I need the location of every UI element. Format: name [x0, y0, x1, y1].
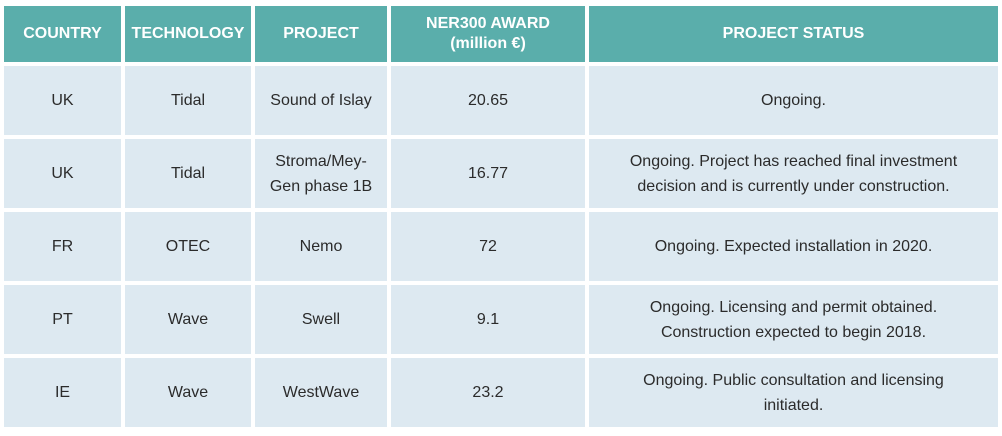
cell-project: WestWave [255, 358, 387, 427]
table-row: UK Tidal Sound of Islay 20.65 Ongoing. [4, 66, 998, 135]
cell-technology: Wave [125, 358, 251, 427]
cell-status-line1: Ongoing. [761, 92, 826, 109]
cell-country: FR [4, 212, 121, 281]
cell-project-line1: Nemo [299, 238, 343, 255]
cell-award: 20.65 [391, 66, 585, 135]
cell-status: Ongoing. Licensing and permit obtained. … [589, 285, 998, 354]
cell-project: Sound of Islay [255, 66, 387, 135]
cell-project: Stroma/Mey- Gen phase 1B [255, 139, 387, 208]
cell-country: UK [4, 139, 121, 208]
cell-country: PT [4, 285, 121, 354]
cell-status-line1: Ongoing. Project has reached final inves… [629, 152, 958, 170]
cell-status-line1: Ongoing. Licensing and permit obtained. [649, 298, 938, 316]
header-technology: TECHNOLOGY [125, 6, 251, 62]
table-body: UK Tidal Sound of Islay 20.65 Ongoing. U… [4, 66, 998, 427]
cell-status: Ongoing. Public consultation and licensi… [589, 358, 998, 427]
cell-status-line2: decision and is currently under construc… [637, 177, 950, 195]
cell-project: Nemo [255, 212, 387, 281]
header-country: COUNTRY [4, 6, 121, 62]
header-status: PROJECT STATUS [589, 6, 998, 62]
header-award-line1: NER300 AWARD [426, 15, 550, 32]
cell-status-line1: Ongoing. Public consultation and licensi… [643, 371, 944, 389]
cell-project-line1: Sound of Islay [270, 92, 372, 109]
cell-award: 16.77 [391, 139, 585, 208]
cell-project-line2: Gen phase 1B [269, 177, 373, 195]
cell-status: Ongoing. [589, 66, 998, 135]
cell-award: 9.1 [391, 285, 585, 354]
cell-country: IE [4, 358, 121, 427]
cell-award: 23.2 [391, 358, 585, 427]
cell-technology: Tidal [125, 139, 251, 208]
table-row: PT Wave Swell 9.1 Ongoing. Licensing and… [4, 285, 998, 354]
cell-status: Ongoing. Expected installation in 2020. [589, 212, 998, 281]
header-award: NER300 AWARD (million €) [391, 6, 585, 62]
cell-project: Swell [255, 285, 387, 354]
cell-technology: OTEC [125, 212, 251, 281]
cell-status-line2: Construction expected to begin 2018. [660, 323, 927, 341]
cell-project-line1: WestWave [282, 384, 360, 401]
cell-technology: Wave [125, 285, 251, 354]
table-row: UK Tidal Stroma/Mey- Gen phase 1B 16.77 … [4, 139, 998, 208]
table-header: COUNTRY TECHNOLOGY PROJECT NER300 AWARD … [4, 6, 998, 62]
header-project: PROJECT [255, 6, 387, 62]
table-row: IE Wave WestWave 23.2 Ongoing. Public co… [4, 358, 998, 427]
cell-status: Ongoing. Project has reached final inves… [589, 139, 998, 208]
cell-status-line2: initiated. [763, 396, 824, 414]
cell-award: 72 [391, 212, 585, 281]
header-award-line2: (million €) [450, 35, 526, 52]
cell-country: UK [4, 66, 121, 135]
cell-status-line1: Ongoing. Expected installation in 2020. [654, 238, 933, 255]
cell-project-line1: Stroma/Mey- [275, 152, 367, 170]
table-row: FR OTEC Nemo 72 Ongoing. Expected instal… [4, 212, 998, 281]
header-row: COUNTRY TECHNOLOGY PROJECT NER300 AWARD … [4, 6, 998, 62]
cell-technology: Tidal [125, 66, 251, 135]
cell-project-line1: Swell [301, 311, 341, 328]
